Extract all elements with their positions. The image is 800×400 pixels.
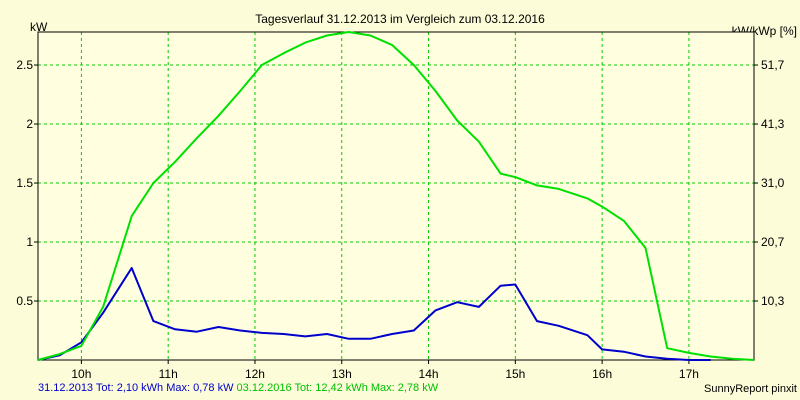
tick-labels-layer: 10h 11h 12h 13h 14h 15h 16h 17h 0.5 10,3 1 20,7 1.5 3… bbox=[16, 58, 784, 380]
y-right-tick-label: 10,3 bbox=[761, 294, 785, 308]
y-right-tick-label: 41,3 bbox=[761, 117, 785, 131]
x-tick-label: 11h bbox=[159, 367, 178, 380]
y-right-tick-label: 20,7 bbox=[761, 235, 785, 249]
x-tick-label: 16h bbox=[592, 367, 612, 380]
x-tick-label: 12h bbox=[245, 367, 265, 380]
y-left-tick-label: 2.5 bbox=[16, 58, 33, 72]
grid-layer bbox=[38, 32, 754, 360]
y-left-tick-label: 1 bbox=[26, 235, 33, 249]
footer-credit: SunnyReport pinxit bbox=[704, 383, 797, 395]
plot-area bbox=[38, 32, 754, 360]
y-left-tick-label: 0.5 bbox=[16, 294, 33, 308]
x-tick-label: 15h bbox=[505, 367, 525, 380]
chart-svg: 10h 11h 12h 13h 14h 15h 16h 17h 0.5 10,3 1 20,7 1.5 3… bbox=[16, 31, 785, 380]
series-layer bbox=[37, 31, 755, 361]
series-line-1 bbox=[37, 267, 711, 361]
y-right-tick-label: 51,7 bbox=[761, 58, 785, 72]
y-axis-left-label: kW bbox=[30, 20, 48, 34]
y-left-tick-label: 2 bbox=[26, 117, 33, 131]
y-left-tick-label: 1.5 bbox=[16, 176, 33, 190]
plot-border bbox=[37, 31, 755, 361]
x-tick-label: 14h bbox=[419, 367, 439, 380]
x-tick-label: 10h bbox=[71, 367, 91, 380]
axes-layer bbox=[34, 31, 758, 364]
chart-title: Tagesverlauf 31.12.2013 im Vergleich zum… bbox=[255, 12, 545, 26]
y-right-tick-label: 31,0 bbox=[761, 176, 785, 190]
footer-series2-summary: 03.12.2016 Tot: 12,42 kWh Max: 2,78 kW bbox=[236, 382, 439, 394]
x-tick-label: 13h bbox=[332, 367, 352, 380]
series-line-2 bbox=[37, 31, 755, 361]
x-tick-label: 17h bbox=[679, 367, 699, 380]
footer-series1-summary: 31.12.2013 Tot: 2,10 kWh Max: 0,78 kW bbox=[38, 382, 234, 394]
chart-footer: 31.12.2013 Tot: 2,10 kWh Max: 0,78 kW 03… bbox=[38, 382, 438, 394]
